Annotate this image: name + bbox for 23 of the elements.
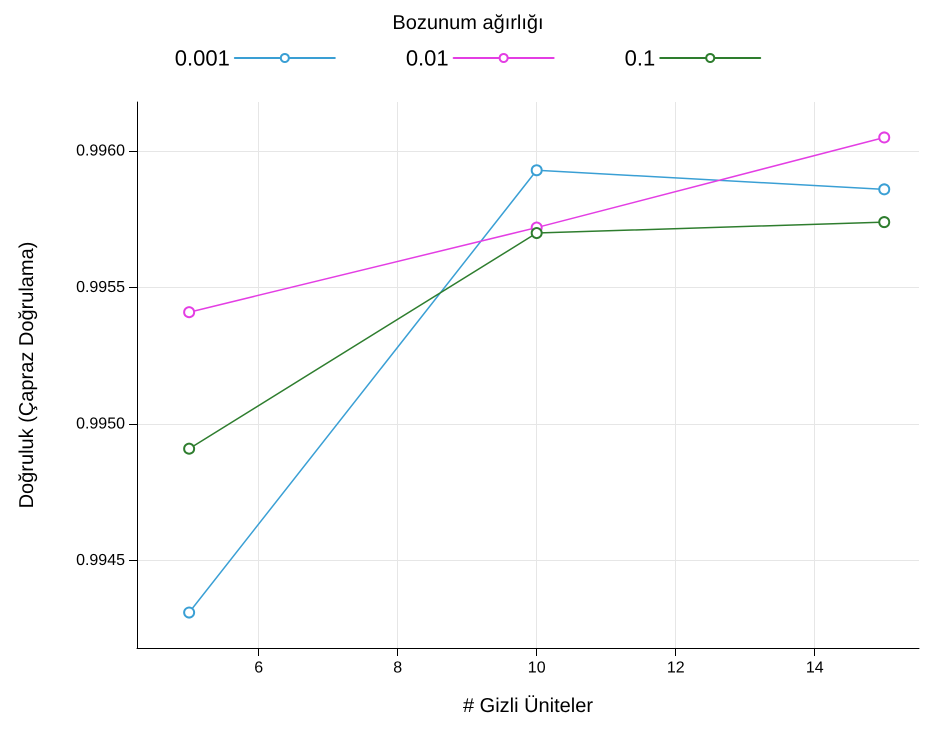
legend-label: 0.001 <box>174 46 230 70</box>
point <box>183 442 196 455</box>
y-tick-label: 0.9955 <box>76 279 126 296</box>
x-tick-label: 8 <box>393 660 402 676</box>
x-axis-title: # Gizli Üniteler <box>462 695 594 717</box>
legend-label: 0.01 <box>406 46 449 70</box>
y-tick-label: 0.9960 <box>76 142 126 160</box>
point <box>183 306 196 318</box>
point <box>878 131 890 144</box>
legend-title: Bozunum ağırlığı <box>392 12 544 34</box>
point <box>530 227 543 240</box>
point <box>183 606 196 619</box>
x-tick-label: 14 <box>806 660 824 676</box>
y-tick-label: 0.9945 <box>76 552 126 570</box>
point <box>878 216 890 228</box>
x-tick-label: 12 <box>666 660 685 676</box>
point <box>878 183 890 196</box>
x-tick-label: 6 <box>254 660 264 676</box>
legend-label: 0.1 <box>624 46 656 70</box>
x-tick-label: 10 <box>528 660 546 676</box>
point <box>530 164 543 176</box>
y-tick-label: 0.9950 <box>76 416 126 433</box>
y-axis-title: Doğruluk (Çapraz Doğrulama) <box>16 242 38 508</box>
